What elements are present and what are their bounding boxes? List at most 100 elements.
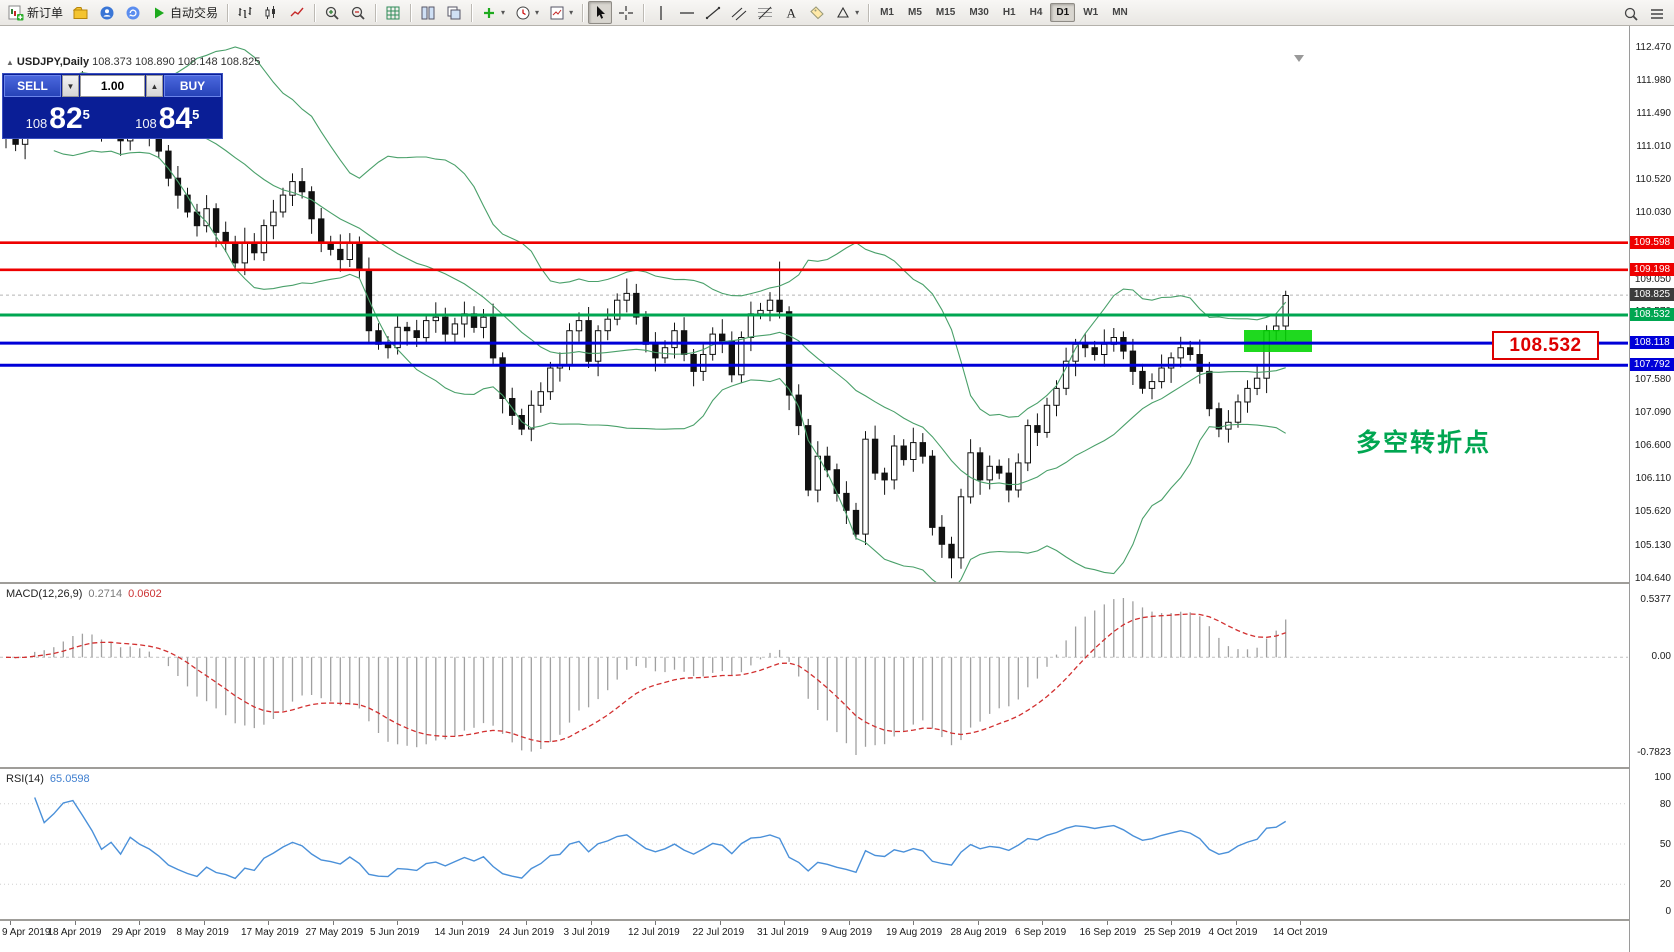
date-tick: [784, 921, 785, 925]
svg-text:A: A: [787, 5, 797, 20]
buy-button[interactable]: BUY: [164, 75, 221, 97]
turning-point-annotation[interactable]: 多空转折点: [1356, 429, 1492, 457]
refresh-button[interactable]: [121, 1, 145, 24]
date-tick: [719, 921, 721, 925]
support-price-label[interactable]: 108.118: [1630, 336, 1674, 350]
text-label-button[interactable]: [805, 1, 829, 24]
autotrading-button[interactable]: 自动交易: [147, 1, 222, 24]
toolbar-separator: [471, 3, 473, 22]
time-axis[interactable]: 9 Apr 2019 18 Apr 2019 29 Apr 2019 8 May 20…: [0, 921, 1674, 952]
autotrading-label: 自动交易: [170, 6, 219, 20]
tile-windows-icon: [420, 5, 436, 21]
price-axis[interactable]: 112.470 111.980 111.490 111.010 110.520 110.0…: [1629, 26, 1674, 952]
date-tick: [397, 921, 398, 925]
indicators-button[interactable]: ▾: [477, 1, 509, 24]
candle-chart-button[interactable]: [259, 1, 283, 24]
horizontal-line-button[interactable]: [675, 1, 699, 24]
price-annotation-box[interactable]: 108.532: [1492, 331, 1599, 360]
cursor-button[interactable]: [588, 1, 613, 24]
charts-profile-button[interactable]: [69, 1, 93, 24]
crosshair-icon: [618, 5, 634, 21]
timeframe-m5-button[interactable]: M5: [908, 7, 922, 18]
date-tick: [526, 921, 527, 925]
templates-button[interactable]: ▾: [545, 1, 577, 24]
date-label: 14 Oct 2019: [1273, 927, 1328, 938]
pivot-price-label[interactable]: 108.532: [1630, 307, 1674, 321]
panel-separator[interactable]: [0, 919, 1674, 921]
date-tick: [590, 921, 592, 925]
vertical-line-button[interactable]: [649, 1, 673, 24]
date-label: 19 Aug 2019: [886, 927, 943, 938]
zoom-out-button[interactable]: [346, 1, 370, 24]
new-order-button[interactable]: 新订单: [4, 1, 67, 24]
timeframe-d1-button[interactable]: D1: [1050, 3, 1076, 22]
text-button[interactable]: A: [779, 1, 803, 24]
shapes-icon: [835, 5, 851, 21]
volume-increase-button[interactable]: ▲: [146, 75, 163, 97]
sell-price-main: 82: [49, 102, 83, 135]
support-price-label[interactable]: 107.792: [1630, 358, 1674, 372]
date-tick: [10, 921, 11, 925]
volume-decrease-button[interactable]: ▼: [62, 75, 79, 97]
timeframe-w1-button[interactable]: W1: [1083, 7, 1099, 18]
date-tick: [1235, 921, 1237, 925]
text-label-icon: [809, 5, 825, 21]
trendline-button[interactable]: [701, 1, 725, 24]
market-watch-button[interactable]: [95, 1, 119, 24]
rsi-indicator-panel[interactable]: [0, 769, 1628, 919]
horizontal-level-lines[interactable]: [0, 241, 1628, 367]
panel-separator[interactable]: [0, 582, 1674, 584]
price-tick: 111.490: [1636, 108, 1671, 120]
horizontal-line-icon: [679, 5, 695, 21]
sell-price-button[interactable]: 108 82 5: [3, 98, 113, 138]
high-value: 108.890: [134, 56, 175, 68]
timeframe-m15-button[interactable]: M15: [935, 7, 956, 18]
volume-input[interactable]: 1.00: [80, 75, 145, 97]
price-chart[interactable]: [0, 26, 1628, 582]
crosshair-button[interactable]: [614, 1, 638, 24]
bar-chart-icon: [237, 5, 253, 21]
buy-price-button[interactable]: 108 84 5: [113, 98, 223, 138]
timeframe-m30-button[interactable]: M30: [969, 7, 989, 18]
macd-label: MACD(12,26,9) 0.2714 0.0602: [6, 588, 162, 600]
resistance-price-label[interactable]: 109.198: [1630, 262, 1674, 276]
shapes-button[interactable]: ▾: [831, 1, 863, 24]
buy-price-prefix: 108: [135, 116, 157, 131]
bar-chart-button[interactable]: [233, 1, 257, 24]
macd-histogram: [14, 598, 1287, 755]
line-chart-button[interactable]: [285, 1, 309, 24]
sell-button[interactable]: SELL: [4, 75, 61, 97]
cascade-windows-button[interactable]: [442, 1, 466, 24]
open-value: 108.373: [92, 56, 132, 68]
refresh-icon: [125, 5, 141, 21]
zoom-out-icon: [350, 5, 366, 21]
line-chart-icon: [289, 5, 305, 21]
tile-windows-button[interactable]: [416, 1, 440, 24]
price-tick: 107.580: [1634, 373, 1671, 385]
macd-indicator-panel[interactable]: [0, 584, 1628, 767]
chart-shift-marker-icon[interactable]: [1294, 55, 1304, 62]
timeframe-mn-button[interactable]: MN: [1112, 7, 1128, 18]
channel-button[interactable]: [727, 1, 751, 24]
grid-button[interactable]: [381, 1, 405, 24]
collapse-arrow-icon[interactable]: ▲: [6, 58, 14, 67]
highlight-zone[interactable]: [1244, 330, 1312, 352]
date-tick: [461, 921, 463, 925]
timeframe-h1-button[interactable]: H1: [1002, 7, 1016, 18]
timeframe-m1-button[interactable]: M1: [880, 7, 894, 18]
price-chart-panel[interactable]: ▲ USDJPY,Daily 108.373 108.890 108.148 10…: [0, 26, 1674, 582]
periods-button[interactable]: ▾: [511, 1, 543, 24]
zoom-in-button[interactable]: [320, 1, 344, 24]
fibonacci-button[interactable]: [753, 1, 777, 24]
resistance-price-label[interactable]: 109.598: [1630, 235, 1674, 249]
date-tick: [1042, 921, 1043, 925]
indicators-icon: [481, 5, 497, 21]
panel-separator[interactable]: [0, 767, 1674, 769]
search-button[interactable]: [1619, 2, 1643, 25]
price-tick: 111.010: [1636, 140, 1671, 152]
price-tick: 106.110: [1635, 473, 1671, 485]
timeframe-h4-button[interactable]: H4: [1029, 7, 1043, 18]
window-list-icon: [1649, 6, 1665, 22]
window-list-button[interactable]: [1645, 2, 1669, 25]
price-tick: 110.030: [1635, 207, 1671, 219]
